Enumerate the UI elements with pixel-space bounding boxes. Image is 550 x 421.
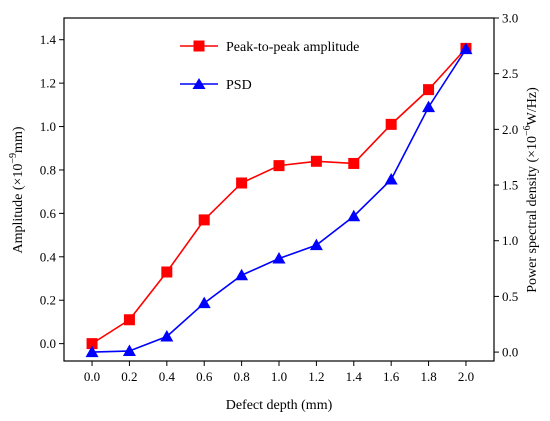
psd-point: [160, 330, 174, 342]
x-tick-label: 0.6: [196, 369, 213, 384]
left-y-axis-title: Amplitude (×10−9mm): [8, 126, 26, 253]
amplitude-point: [161, 266, 173, 278]
right-y-tick-label: 3.0: [502, 11, 518, 26]
psd-point: [122, 344, 136, 356]
psd-point: [309, 238, 323, 251]
x-tick-label: 0.4: [159, 369, 176, 384]
plot-frame: [63, 17, 495, 362]
right-y-tick-label: 1.0: [502, 233, 518, 248]
amplitude-point: [273, 160, 285, 172]
left-y-tick-label: 1.4: [40, 32, 57, 47]
legend-label-psd: PSD: [226, 78, 252, 93]
left-y-tick-label: 0.4: [40, 249, 57, 264]
legend: Peak-to-peak amplitude PSD: [180, 40, 359, 93]
x-tick-label: 1.8: [420, 369, 436, 384]
legend-marker-amplitude: [193, 40, 205, 52]
left-y-tick-label: 0.8: [40, 162, 56, 177]
series-line-1: [92, 48, 467, 353]
amplitude-point: [123, 314, 135, 326]
right-y-tick-label: 2.0: [502, 122, 518, 137]
right-y-tick-label: 2.5: [502, 66, 518, 81]
x-tick-label: 2.0: [458, 369, 474, 384]
x-axis-ticks: 0.0 0.2 0.4 0.6 0.8 1.0 1.2 1.4 1.6 1.8 2.0: [84, 361, 474, 384]
psd-point: [85, 345, 99, 358]
amplitude-point: [310, 155, 322, 167]
legend-entry-psd: PSD: [180, 78, 252, 93]
legend-marker-psd: [192, 78, 206, 89]
x-tick-label: 0.2: [121, 369, 137, 384]
x-tick-label: 1.6: [383, 369, 400, 384]
right-y-tick-label: 0.5: [502, 289, 518, 304]
amplitude-point: [423, 84, 435, 96]
amplitude-point: [236, 177, 248, 189]
right-y-axis-title: Power spectral density (×10−6W/Hz): [522, 87, 540, 293]
psd-point: [384, 172, 398, 185]
psd-point: [272, 252, 286, 264]
amplitude-point: [86, 338, 98, 350]
left-y-tick-label: 0.0: [40, 336, 56, 351]
amplitude-point: [385, 118, 397, 130]
left-y-tick-label: 1.0: [40, 119, 56, 134]
right-y-tick-label: 0.0: [502, 345, 518, 360]
left-y-tick-label: 0.6: [40, 206, 57, 221]
psd-point: [235, 268, 249, 281]
x-tick-label: 0.0: [84, 369, 100, 384]
x-tick-label: 0.8: [233, 369, 249, 384]
series-layer: [85, 42, 473, 358]
psd-point: [459, 42, 473, 55]
x-tick-label: 1.2: [308, 369, 324, 384]
x-tick-label: 1.4: [346, 369, 363, 384]
series-line-0: [91, 47, 467, 345]
left-y-axis-ticks: 0.0 0.2 0.4 0.6 0.8 1.0 1.2 1.4: [40, 32, 64, 351]
psd-point: [422, 100, 436, 113]
psd-point: [197, 296, 211, 309]
left-y-tick-label: 0.2: [40, 293, 56, 308]
right-y-axis-ticks: 0.0 0.5 1.0 1.5 2.0 2.5 3.0: [494, 11, 518, 360]
amplitude-point: [198, 214, 210, 226]
legend-label-amplitude: Peak-to-peak amplitude: [226, 40, 359, 55]
psd-point: [347, 209, 361, 222]
x-axis-title: Defect depth (mm): [226, 398, 333, 413]
amplitude-point: [348, 157, 360, 169]
left-y-tick-label: 1.2: [40, 76, 56, 91]
legend-entry-amplitude: Peak-to-peak amplitude: [180, 40, 359, 55]
right-y-tick-label: 1.5: [502, 178, 518, 193]
x-tick-label: 1.0: [271, 369, 287, 384]
